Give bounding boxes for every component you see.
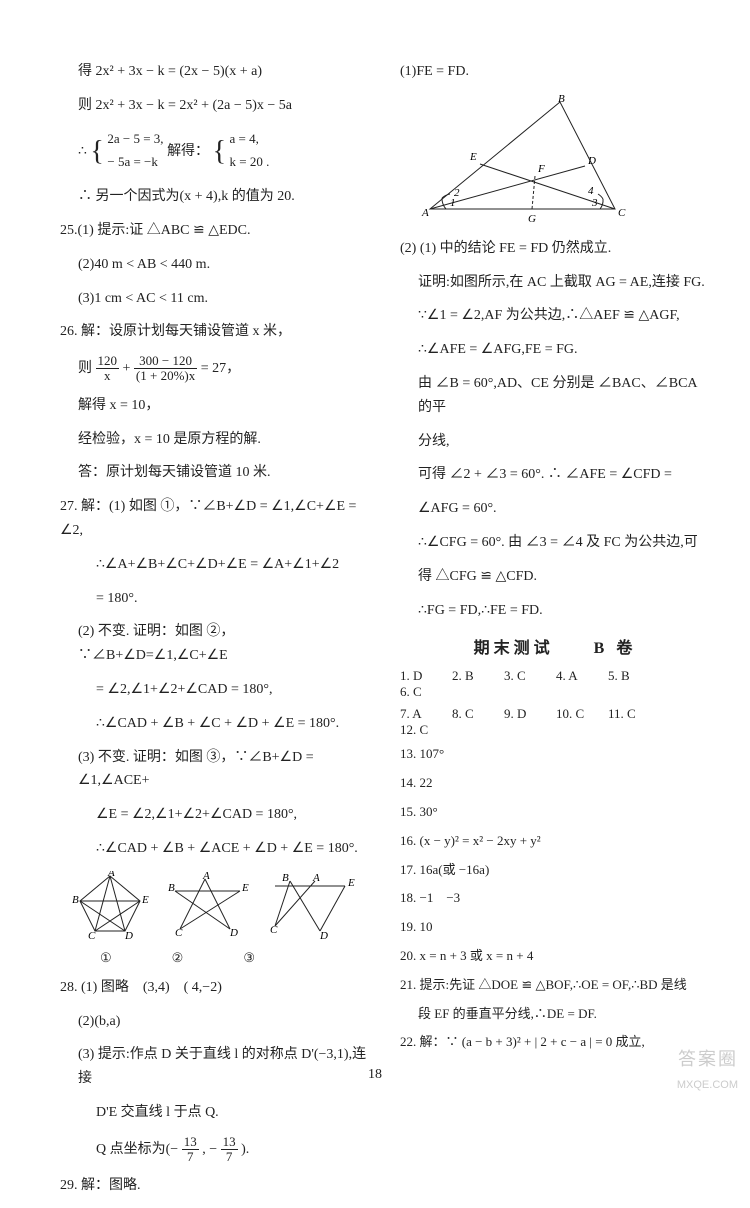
text-line: Q 点坐标为(− 137 , − 137 ).: [60, 1135, 370, 1165]
svg-text:E: E: [141, 894, 149, 906]
svg-text:A: A: [202, 871, 210, 882]
text-line: ∴ 另一个因式为(x + 4),k 的值为 20.: [60, 185, 370, 209]
svg-text:A: A: [107, 871, 115, 879]
right-column: (1)FE = FD. A B C D E F G: [400, 60, 710, 1208]
svg-text:C: C: [270, 924, 278, 936]
svg-text:3: 3: [591, 197, 598, 209]
answer-line: 14. 22: [400, 773, 710, 794]
text-line: D'E 交直线 l 于点 Q.: [60, 1101, 370, 1125]
triangle-svg: A B C D E F G 1 2 3 4: [420, 94, 630, 224]
watermark-url: MXQE.COM: [677, 1079, 738, 1091]
answer-line: 19. 10: [400, 917, 710, 938]
answer-line: 17. 16a(或 −16a): [400, 860, 710, 881]
answer-line: 15. 30°: [400, 802, 710, 823]
answer-line: 18. −1 −3: [400, 888, 710, 909]
svg-text:C: C: [88, 930, 96, 941]
svg-text:B: B: [282, 872, 289, 884]
text-line: (2)40 m < AB < 440 m.: [60, 253, 370, 277]
answer-line: 段 EF 的垂直平分线,∴DE = DF.: [400, 1004, 710, 1025]
text-line: ∴FG = FD,∴FE = FD.: [400, 599, 710, 623]
svg-text:B: B: [558, 94, 565, 105]
text-line: 可得 ∠2 + ∠3 = 60°. ∴ ∠AFE = ∠CFD =: [400, 463, 710, 487]
text-line: 由 ∠B = 60°,AD、CE 分别是 ∠BAC、∠BCA 的平: [400, 372, 710, 420]
section-title: 期末测试 B 卷: [400, 634, 710, 658]
text-line: 得 2x² + 3x − k = (2x − 5)(x + a): [60, 60, 370, 84]
text-line: = 180°.: [60, 587, 370, 611]
text-line: ∴∠CAD + ∠B + ∠ACE + ∠D + ∠E = 180°.: [60, 837, 370, 861]
svg-text:D: D: [229, 927, 238, 939]
text-line: ∴∠CFG = 60°. 由 ∠3 = ∠4 及 FC 为公共边,可: [400, 531, 710, 555]
watermark: 答案圈: [678, 1045, 738, 1071]
svg-text:B: B: [168, 882, 175, 894]
svg-text:D: D: [587, 155, 596, 167]
text-line: 得 △CFG ≌ △CFD.: [400, 565, 710, 589]
page-number: 18: [368, 1067, 382, 1083]
equation-fraction: 则 120x + 300 − 120(1 + 20%)x = 27，: [60, 354, 370, 384]
question-25: 25.(1) 提示:证 △ABC ≌ △EDC.: [60, 219, 370, 243]
text-line: ∠E = ∠2,∠1+∠2+∠CAD = 180°,: [60, 803, 370, 827]
question-27: 27. 解：(1) 如图 ①，∵∠B+∠D = ∠1,∠C+∠E = ∠2,: [60, 495, 370, 543]
svg-text:D: D: [319, 930, 328, 941]
text-line: ∴∠AFE = ∠AFG,FE = FG.: [400, 338, 710, 362]
answer-line: 21. 提示:先证 △DOE ≌ △BOF,∴OE = OF,∴BD 是线: [400, 975, 710, 996]
answer-line: 13. 107°: [400, 744, 710, 765]
svg-text:C: C: [618, 207, 626, 219]
answer-line: 16. (x − y)² = x² − 2xy + y²: [400, 831, 710, 852]
text-line: (2) 不变. 证明：如图 ②，∵∠B+∠D=∠1,∠C+∠E: [60, 620, 370, 668]
text-line: 经检验，x = 10 是原方程的解.: [60, 428, 370, 452]
svg-text:4: 4: [588, 185, 594, 197]
text-line: ∴∠CAD + ∠B + ∠C + ∠D + ∠E = 180°.: [60, 712, 370, 736]
svg-text:2: 2: [454, 187, 460, 199]
text-line: = ∠2,∠1+∠2+∠CAD = 180°,: [60, 678, 370, 702]
text-line: ∠AFG = 60°.: [400, 497, 710, 521]
svg-text:G: G: [528, 213, 536, 224]
svg-text:A: A: [421, 207, 429, 219]
text-line: 则 2x² + 3x − k = 2x² + (2a − 5)x − 5a: [60, 94, 370, 118]
question-26: 26. 解：设原计划每天铺设管道 x 米，: [60, 320, 370, 344]
svg-text:E: E: [469, 151, 477, 163]
text-line: (1)FE = FD.: [400, 60, 710, 84]
text-line: 证明:如图所示,在 AC 上截取 AG = AE,连接 FG.: [400, 271, 710, 295]
text-line: ∵∠1 = ∠2,AF 为公共边,∴△AEF ≌ △AGF,: [400, 304, 710, 328]
question-28: 28. (1) 图略 (3,4) ( 4,−2): [60, 976, 370, 1000]
text-line: (3) 不变. 证明：如图 ③，∵∠B+∠D = ∠1,∠ACE+: [60, 746, 370, 794]
text-line: (2) (1) 中的结论 FE = FD 仍然成立.: [400, 237, 710, 261]
text-line: (3) 提示:作点 D 关于直线 l 的对称点 D'(−3,1),连接: [60, 1043, 370, 1091]
text-line: 答：原计划每天铺设管道 10 米.: [60, 461, 370, 485]
svg-text:B: B: [72, 894, 79, 906]
svg-text:C: C: [175, 927, 183, 939]
answer-line: 22. 解：∵ (a − b + 3)² + | 2 + c − a | = 0…: [400, 1032, 710, 1053]
question-29: 29. 解：图略.: [60, 1174, 370, 1198]
mc-answers-row1: 1. D2. B3. C 4. A5. B6. C: [400, 668, 710, 700]
answer-line: 20. x = n + 3 或 x = n + 4: [400, 946, 710, 967]
mc-answers-row2: 7. A8. C9. D 10. C11. C12. C: [400, 706, 710, 738]
star-diagrams: A B E C D A B E C D B A E C D: [70, 871, 370, 946]
svg-text:D: D: [124, 930, 133, 941]
svg-text:E: E: [347, 877, 355, 889]
triangle-figure: A B C D E F G 1 2 3 4: [420, 94, 710, 229]
star-svg: A B E C D A B E C D B A E C D: [70, 871, 360, 941]
text-line: ∴∠A+∠B+∠C+∠D+∠E = ∠A+∠1+∠2: [60, 553, 370, 577]
svg-text:E: E: [241, 882, 249, 894]
svg-text:F: F: [537, 163, 545, 175]
star-labels: ① ② ③: [60, 950, 370, 966]
left-column: 得 2x² + 3x − k = (2x − 5)(x + a) 则 2x² +…: [60, 60, 370, 1208]
text-line: (3)1 cm < AC < 11 cm.: [60, 287, 370, 311]
equation-brace: ∴ { 2a − 5 = 3,− 5a = −k 解得： { a = 4,k =…: [60, 128, 370, 176]
text-line: 分线,: [400, 430, 710, 454]
svg-text:A: A: [312, 872, 320, 884]
text-line: 解得 x = 10，: [60, 394, 370, 418]
text-line: (2)(b,a): [60, 1010, 370, 1034]
